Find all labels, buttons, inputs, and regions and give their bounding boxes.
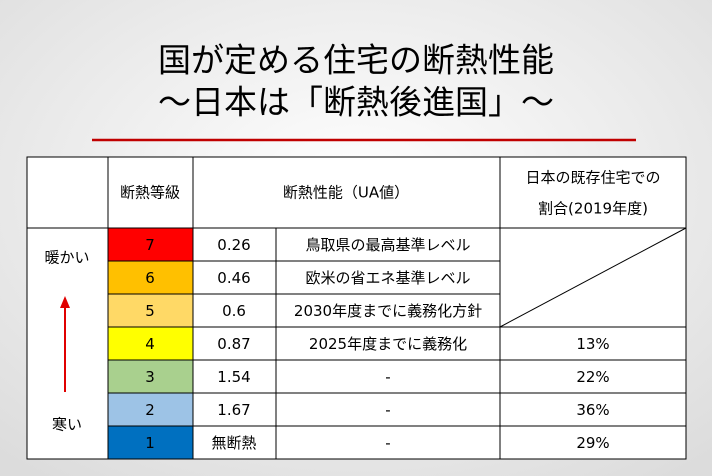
header-share: 割合(2019年度) bbox=[538, 200, 648, 218]
grade-cell bbox=[107, 392, 194, 427]
desc-cell bbox=[275, 425, 501, 460]
share: 36% bbox=[576, 401, 609, 419]
grade: 6 bbox=[145, 269, 155, 287]
side-cold: 寒い bbox=[52, 416, 82, 434]
desc-cell bbox=[275, 326, 501, 361]
share-cell bbox=[499, 359, 687, 394]
description: 欧米の省エネ基準レベル bbox=[305, 269, 470, 287]
ua-value: 1.67 bbox=[217, 401, 250, 419]
grade: 3 bbox=[145, 368, 155, 386]
share-cell bbox=[499, 392, 687, 427]
share: 22% bbox=[576, 368, 609, 386]
description: - bbox=[385, 401, 390, 419]
desc-cell bbox=[275, 359, 501, 394]
side-cell bbox=[26, 227, 109, 460]
description: - bbox=[385, 434, 390, 452]
ua-value: 1.54 bbox=[217, 368, 250, 386]
header-grade: 断熱等級 bbox=[120, 184, 180, 202]
title-line2: ～日本は「断熱後進国」～ bbox=[158, 83, 554, 122]
arrow-head bbox=[60, 296, 70, 308]
ua-value: 0.87 bbox=[217, 335, 250, 353]
share-cell bbox=[499, 425, 687, 460]
grade: 4 bbox=[145, 335, 155, 353]
share: 29% bbox=[576, 434, 609, 452]
ua-value: 無断熱 bbox=[211, 434, 256, 452]
description: 2025年度までに義務化 bbox=[309, 335, 467, 353]
ua-cell bbox=[192, 425, 277, 460]
ua-value: 0.46 bbox=[217, 269, 250, 287]
ua-cell bbox=[192, 227, 277, 262]
ua-cell bbox=[192, 260, 277, 295]
diagonal bbox=[499, 227, 687, 328]
ua-value: 0.26 bbox=[217, 236, 250, 254]
desc-cell bbox=[275, 260, 501, 295]
table: 断熱等級 断熱性能（UA値） 日本の既存住宅での 割合(2019年度) 暖かい … bbox=[26, 156, 687, 460]
title-line1: 国が定める住宅の断熱性能 bbox=[158, 41, 554, 80]
header-performance: 断熱性能（UA値） bbox=[283, 184, 409, 202]
ua-cell bbox=[192, 392, 277, 427]
share: 13% bbox=[576, 335, 609, 353]
grade: 7 bbox=[145, 236, 155, 254]
ua-value: 0.6 bbox=[222, 302, 246, 320]
grade: 5 bbox=[145, 302, 155, 320]
grade: 1 bbox=[145, 434, 155, 452]
ua-cell bbox=[192, 293, 277, 328]
desc-cell bbox=[275, 293, 501, 328]
description: 鳥取県の最高基準レベル bbox=[305, 236, 470, 254]
description: - bbox=[385, 368, 390, 386]
grade-cell bbox=[107, 425, 194, 460]
header-row bbox=[26, 156, 687, 229]
desc-cell bbox=[275, 227, 501, 262]
side-warm: 暖かい bbox=[44, 249, 89, 267]
grade-cell bbox=[107, 227, 194, 262]
header-share: 日本の既存住宅での bbox=[525, 169, 660, 187]
grade: 2 bbox=[145, 401, 155, 419]
grade-cell bbox=[107, 293, 194, 328]
description: 2030年度までに義務化方針 bbox=[294, 302, 482, 320]
